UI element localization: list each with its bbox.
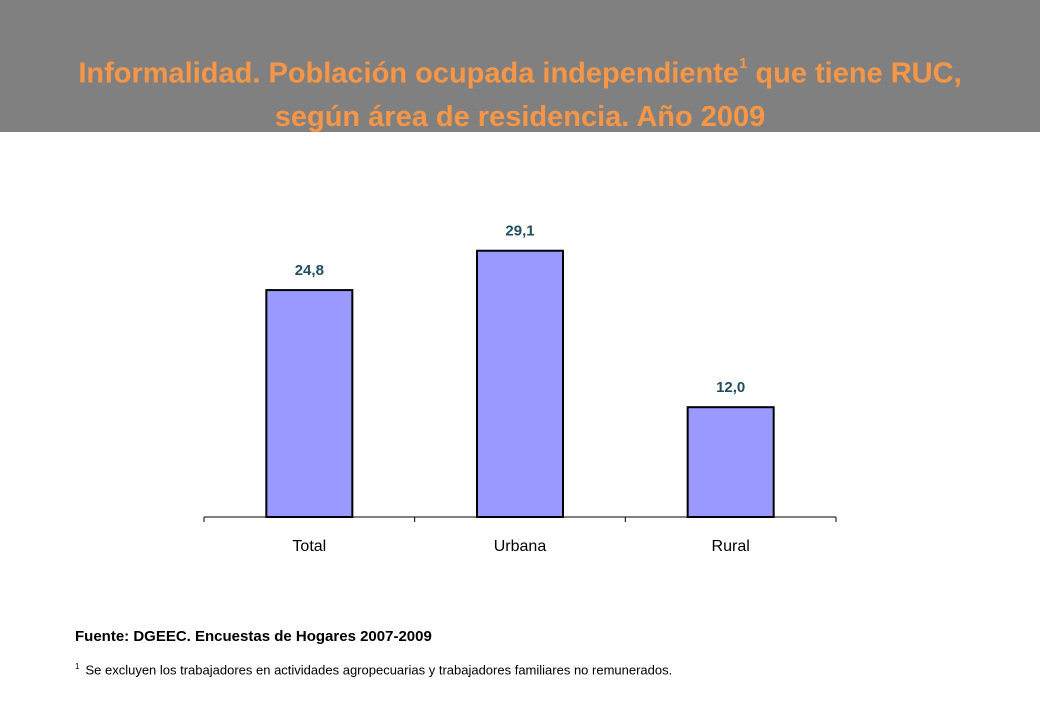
x-tick-label-rural: Rural	[712, 538, 750, 555]
data-label-rural: 12,0	[716, 379, 745, 396]
x-tick-label-total: Total	[292, 538, 326, 555]
title-text-part1: Informalidad. Población ocupada independ…	[78, 57, 739, 90]
data-label-total: 24,8	[295, 262, 324, 279]
bar-urbana	[476, 249, 564, 519]
x-tick-label-urbana: Urbana	[494, 538, 547, 555]
title-bar	[0, 0, 1040, 132]
footnote-mark: 1	[75, 662, 80, 671]
title-text-line2: según área de residencia. Año 2009	[274, 100, 766, 133]
footnote: 1 Se excluyen los trabajadores en activid…	[75, 662, 672, 677]
data-label-urbana: 29,1	[505, 223, 534, 240]
bar-total	[265, 289, 354, 518]
title-text-part2: que tiene RUC,	[747, 57, 962, 90]
footnote-text: Se excluyen los trabajadores en activida…	[85, 662, 673, 678]
page-title: Informalidad. Población ocupada independ…	[20, 46, 1020, 139]
title-footnote-mark: 1	[738, 55, 748, 72]
source-note: Fuente: DGEEC. Encuestas de Hogares 2007…	[75, 628, 432, 645]
bar-rural	[686, 406, 775, 519]
